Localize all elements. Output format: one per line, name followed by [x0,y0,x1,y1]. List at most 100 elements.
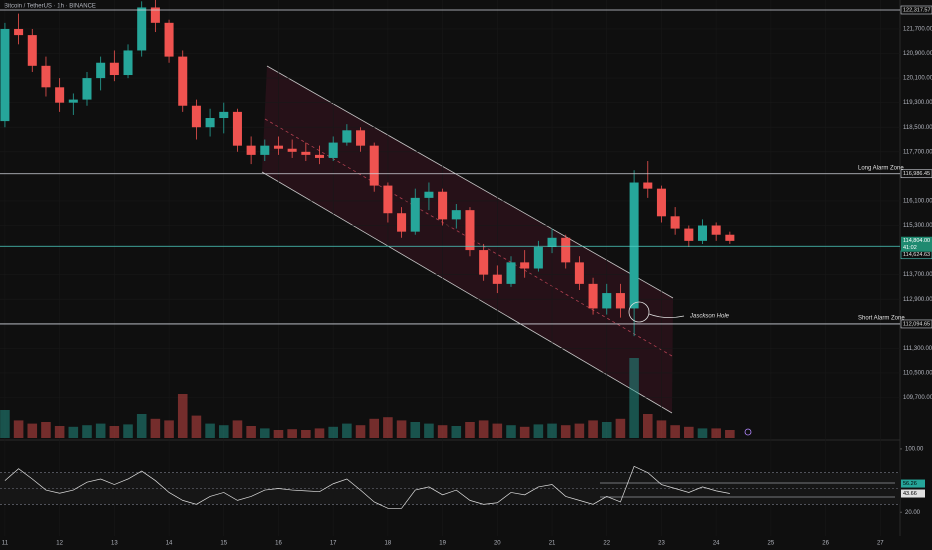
volume-bar [478,420,489,438]
volume-bar [218,425,229,438]
rsi-tag-label: 43.66 [903,491,917,497]
volume-bar [301,430,311,438]
x-tick-label: 13 [111,541,118,547]
volume-bar [177,394,188,438]
candle-body [602,293,612,309]
x-tick-label: 19 [439,541,446,547]
candle-body [219,111,229,119]
y-tick-label: 117,700.00 [903,149,932,155]
candle-body [670,216,680,229]
price-level-tag [900,169,932,179]
volume-bar [547,423,557,438]
candle-body [451,210,461,220]
volume-bar [260,428,270,438]
x-tick-label: 20 [494,541,501,547]
price-level-label: 116,986.45 [903,171,930,177]
rsi-tick-label: 100.00 [905,446,924,452]
volume-bar [560,425,571,438]
candle-body [438,191,448,220]
x-tick-label: 23 [658,541,665,547]
x-tick-label: 26 [822,541,829,547]
volume-bar [82,425,92,438]
volume-bar [54,426,65,438]
price-level-name: Long Alarm Zone [858,165,904,171]
volume-bar [232,420,243,438]
candle-body [123,50,133,76]
x-tick-label: 16 [275,541,282,547]
volume-bar [355,425,366,438]
candle-body [561,237,571,263]
volume-bar [68,426,79,438]
volume-bar [383,417,393,438]
price-level-name: Short Alarm Zone [858,316,905,322]
volume-bar [273,430,284,438]
volume-bar [684,426,694,438]
volume-bar [13,420,24,438]
volume-bar [697,428,708,438]
candle-body [397,213,407,232]
candle-body [14,28,24,36]
volume-bar [0,410,10,438]
price-level-label: 122,317.57 [903,7,931,13]
volume-bar [670,425,680,438]
candle-body [328,142,338,158]
volume-bar [123,424,133,438]
volume-bar [369,418,380,438]
candle-body [520,262,530,269]
volume-bar [328,426,338,438]
volume-bar [629,358,639,438]
candle-body [725,234,735,241]
candle-body [27,35,37,66]
candle-body [588,283,598,309]
price-level-tag [900,5,932,15]
candle-body [287,148,297,152]
candle-body [383,185,393,214]
volume-bar [601,422,612,438]
candle-body [533,247,543,269]
volume-bar [246,426,256,438]
candle-body [96,62,106,79]
candle-body [684,228,694,241]
current-price-tag [901,236,932,252]
y-tick-label: 121,700.00 [903,27,932,33]
candle-body [41,65,51,88]
volume-bar [437,425,448,438]
volume-bar [205,423,215,438]
candle-body [369,145,379,186]
candle-body [315,154,325,158]
price-level-tag [900,319,932,329]
y-tick-label: 118,500.00 [903,125,932,131]
alert-icon [744,428,752,436]
rsi-line [4,465,730,509]
volume-bar [150,418,161,438]
candle-body [246,145,256,155]
volume-bar [164,420,174,438]
volume-bar [519,426,530,438]
candle-body [492,274,502,284]
candle-body [109,62,119,76]
candle-body [68,99,78,103]
x-tick-label: 22 [603,541,610,547]
candle-body [711,225,721,235]
volume-bar [465,422,475,438]
candle-body [301,151,311,155]
volume-bar [109,426,120,438]
volume-bar [424,423,434,438]
volume-bar [506,425,516,438]
candle-body [506,262,516,284]
candle-body [137,7,147,51]
y-tick-label: 120,100.00 [903,76,932,82]
candle-body [615,293,625,309]
rsi-tick-label: 20.00 [905,510,921,516]
candle-body [424,191,434,198]
rsi-tag [901,489,925,498]
y-tick-label: 113,700.00 [903,272,932,278]
candle-body [342,130,352,143]
rsi-tag-label: 56.26 [903,481,917,487]
current-price-label: 114,804.00 [903,238,930,244]
candle-body [82,78,92,100]
candle-body [205,118,215,128]
candle-body [178,56,188,106]
candle-body [0,28,10,122]
